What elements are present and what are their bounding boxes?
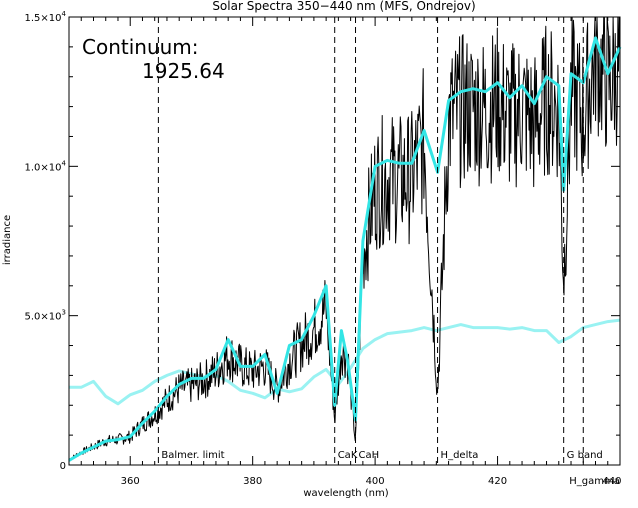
reference-line-label: H_gamma (569, 476, 620, 487)
y-tick-label: 1.5×104 (25, 10, 67, 24)
series-line-raw (68, 16, 621, 461)
plot-frame (68, 16, 621, 466)
series-layer (68, 16, 622, 462)
x-axis-label: wavelength (nm) (303, 488, 388, 499)
y-tick-label: 0 (60, 461, 66, 472)
x-tick-label: 440 (602, 476, 621, 487)
series-line-smoothed (68, 36, 622, 462)
continuum-label: Continuum: (82, 35, 199, 59)
series-line-continuum (69, 318, 621, 406)
reference-lines: Balmer. limit CaK CaH H_delta G band H_gamma (157, 17, 620, 487)
y-tick-label: 5.0×103 (25, 309, 66, 323)
axes: 360 380 400 420 440 0 5.0×103 1.0×104 1.5×104 (25, 10, 622, 487)
x-tick-label: 380 (243, 476, 262, 487)
chart-title: Solar Spectra 350−440 nm (MFS, Ondrejov) (212, 0, 475, 13)
x-tick-label: 360 (121, 476, 140, 487)
reference-line-label: CaH (359, 450, 380, 461)
reference-line-label: CaK (338, 450, 358, 461)
reference-line-label: G band (567, 450, 603, 461)
continuum-value: 1925.64 (142, 59, 225, 83)
y-axis-label: irradiance (2, 215, 13, 265)
x-tick-label: 420 (488, 476, 507, 487)
x-tick-label: 400 (366, 476, 385, 487)
y-tick-label: 1.0×104 (25, 159, 67, 173)
reference-line-label: Balmer. limit (161, 450, 224, 461)
reference-line-label: H_delta (441, 450, 479, 461)
